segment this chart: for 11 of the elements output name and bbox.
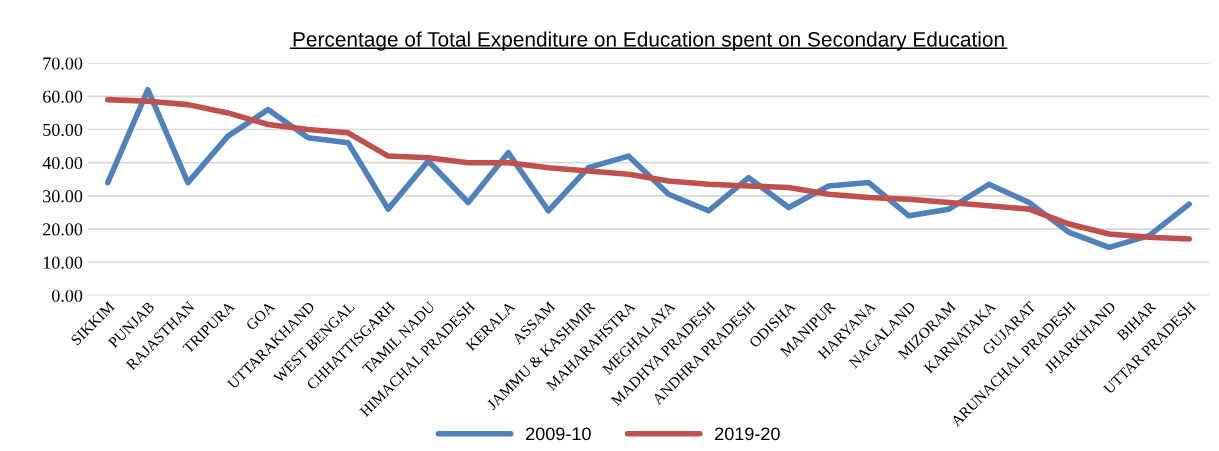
y-tick-label: 20.00 [43, 223, 83, 236]
y-tick-label: 50.00 [43, 123, 83, 137]
y-tick-label: 60.00 [43, 90, 83, 103]
y-tick-label: 40.00 [42, 156, 83, 170]
chart-title: Percentage of Total Expenditure on Education spent on Secondary Education [293, 31, 1004, 51]
legend-label: 2009-10 [526, 427, 591, 441]
y-tick-label: 70.00 [43, 57, 83, 70]
y-tick-label: 10.00 [43, 256, 83, 269]
legend-label: 2019-20 [715, 427, 780, 441]
y-tick-label: 30.00 [43, 190, 83, 203]
y-tick-label: 0.00 [52, 289, 83, 302]
